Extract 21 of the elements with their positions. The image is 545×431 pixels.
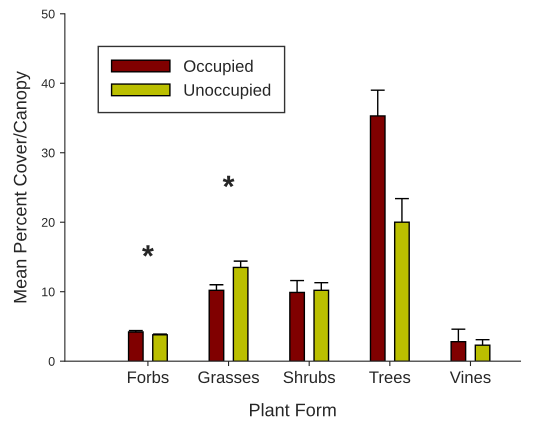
y-tick-label: 10	[42, 288, 55, 296]
x-tick-label: Vines	[450, 370, 491, 384]
bar	[128, 331, 144, 362]
x-axis-title: Plant Form	[250, 403, 336, 416]
y-tick-label: 20	[42, 218, 55, 227]
bar	[474, 344, 491, 362]
x-tick-label: Trees	[369, 372, 410, 384]
bar	[208, 290, 224, 362]
x-tick-label: Grasses	[198, 371, 259, 384]
legend-label: Unoccupied	[184, 84, 270, 100]
bar	[152, 334, 168, 362]
annotation: *	[222, 176, 234, 188]
y-tick-label: 50	[42, 10, 55, 18]
y-tick-label: 30	[42, 148, 55, 158]
annotation: *	[142, 245, 154, 257]
x-tick-label: Forbs	[128, 370, 169, 384]
y-tick-label: 0	[48, 356, 55, 366]
x-tick-label: Shrubs	[284, 370, 335, 384]
y-axis-title: Mean Percent Cover/Canopy	[13, 71, 30, 302]
legend-label: Occupied	[184, 60, 253, 76]
y-tick-label: 40	[42, 79, 55, 88]
